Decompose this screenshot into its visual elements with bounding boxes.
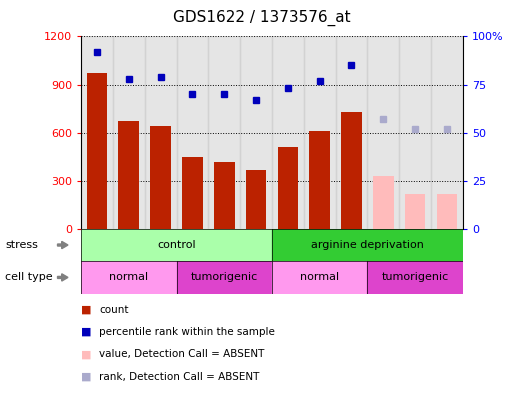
Text: count: count: [99, 305, 129, 315]
Bar: [176, 36, 208, 229]
Text: GSM42168: GSM42168: [219, 230, 229, 283]
Bar: [367, 36, 399, 229]
Text: value, Detection Call = ABSENT: value, Detection Call = ABSENT: [99, 350, 265, 359]
Bar: [272, 261, 367, 294]
Text: GSM42165: GSM42165: [315, 230, 325, 283]
Bar: [278, 147, 298, 229]
Text: cell type: cell type: [5, 273, 53, 282]
Text: normal: normal: [300, 273, 339, 282]
Text: normal: normal: [109, 273, 149, 282]
Text: GDS1622 / 1373576_at: GDS1622 / 1373576_at: [173, 10, 350, 26]
Text: GSM42162: GSM42162: [124, 230, 134, 283]
Text: GSM42166: GSM42166: [347, 230, 357, 283]
Bar: [367, 261, 463, 294]
Bar: [431, 229, 463, 261]
Bar: [304, 229, 336, 261]
Bar: [118, 122, 139, 229]
Bar: [272, 36, 304, 229]
Text: ■: ■: [81, 305, 92, 315]
Bar: [113, 36, 145, 229]
Bar: [373, 176, 394, 229]
Bar: [399, 229, 431, 261]
Bar: [176, 261, 272, 294]
Bar: [81, 36, 113, 229]
Bar: [304, 36, 336, 229]
Text: GSM42163: GSM42163: [156, 230, 166, 283]
Bar: [336, 229, 367, 261]
Text: ■: ■: [81, 372, 92, 382]
Text: rank, Detection Call = ABSENT: rank, Detection Call = ABSENT: [99, 372, 260, 382]
Bar: [341, 112, 362, 229]
Text: ■: ■: [81, 327, 92, 337]
Bar: [81, 229, 272, 261]
Text: arginine deprivation: arginine deprivation: [311, 240, 424, 250]
Text: stress: stress: [5, 240, 38, 250]
Text: tumorigenic: tumorigenic: [381, 273, 449, 282]
Text: GSM42171: GSM42171: [378, 230, 388, 283]
Text: GSM42169: GSM42169: [251, 230, 261, 283]
Bar: [113, 229, 145, 261]
Bar: [145, 36, 176, 229]
Bar: [336, 36, 367, 229]
Bar: [272, 229, 463, 261]
Bar: [81, 229, 113, 261]
Text: GSM42174: GSM42174: [442, 230, 452, 283]
Bar: [81, 261, 176, 294]
Bar: [240, 36, 272, 229]
Bar: [437, 194, 457, 229]
Text: ■: ■: [81, 350, 92, 359]
Text: GSM42161: GSM42161: [92, 230, 102, 283]
Bar: [145, 229, 176, 261]
Bar: [309, 131, 330, 229]
Text: GSM42167: GSM42167: [187, 230, 197, 283]
Bar: [272, 229, 304, 261]
Bar: [208, 36, 240, 229]
Text: tumorigenic: tumorigenic: [190, 273, 258, 282]
Text: GSM42164: GSM42164: [283, 230, 293, 283]
Bar: [182, 157, 203, 229]
Bar: [367, 229, 399, 261]
Text: control: control: [157, 240, 196, 250]
Text: percentile rank within the sample: percentile rank within the sample: [99, 327, 275, 337]
Bar: [240, 229, 272, 261]
Text: GSM42173: GSM42173: [410, 230, 420, 283]
Bar: [214, 162, 235, 229]
Bar: [246, 171, 266, 229]
Bar: [87, 73, 107, 229]
Bar: [405, 194, 426, 229]
Bar: [208, 229, 240, 261]
Bar: [431, 36, 463, 229]
Bar: [399, 36, 431, 229]
Bar: [176, 229, 208, 261]
Bar: [150, 126, 171, 229]
